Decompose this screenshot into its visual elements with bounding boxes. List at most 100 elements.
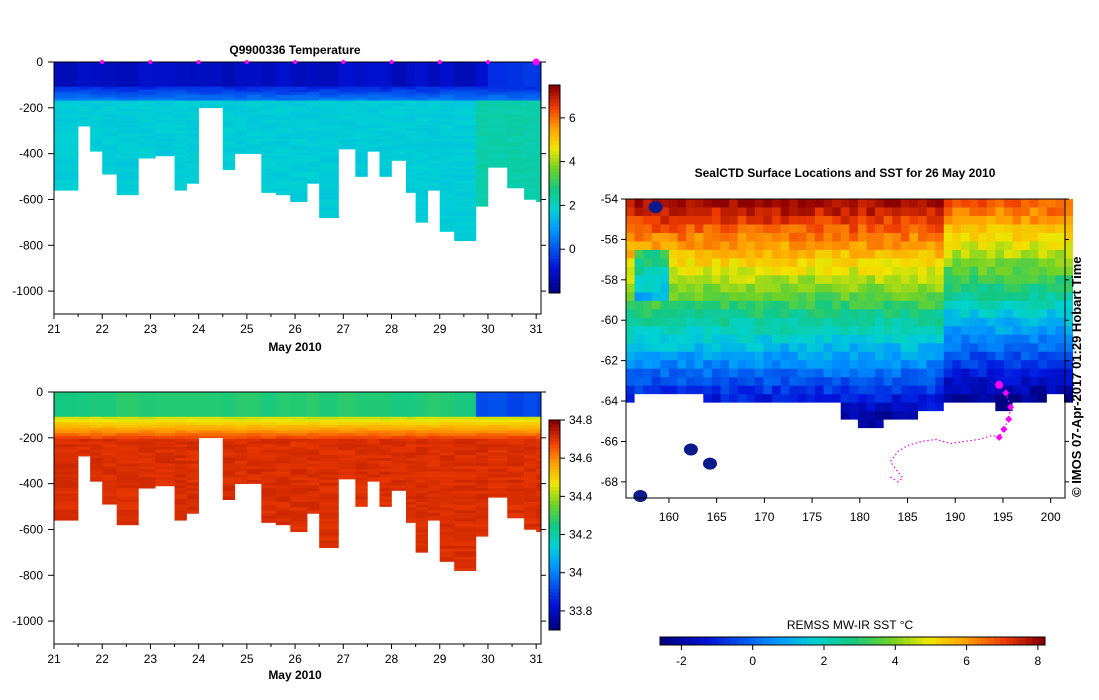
profile-cell <box>116 144 139 148</box>
colorbar-cell <box>549 486 560 491</box>
profile-cell <box>90 127 103 132</box>
profile-cell <box>138 122 156 126</box>
profile-cell <box>261 455 277 459</box>
colorbar-cell <box>549 570 560 575</box>
colorbar-cell <box>549 116 560 121</box>
sst-cell <box>857 249 867 259</box>
profile-cell <box>116 105 139 110</box>
profile-cell <box>90 141 103 145</box>
profile-cell <box>439 435 455 440</box>
profile-cell <box>524 457 537 462</box>
profile-cell <box>116 83 139 88</box>
profile-cell <box>186 122 199 126</box>
sst-cell <box>866 402 876 412</box>
sst-cell <box>892 411 902 421</box>
profile-cell <box>379 416 392 420</box>
sst-cell <box>686 292 696 302</box>
profile-cell <box>319 92 339 96</box>
sst-cell <box>686 275 696 285</box>
sst-cell <box>806 453 816 463</box>
profile-cell <box>275 152 291 156</box>
profile-cell <box>116 111 139 115</box>
sst-cell <box>883 453 893 463</box>
profile-cell <box>222 70 236 74</box>
sst-cell <box>875 266 885 276</box>
profile-cell <box>246 94 262 99</box>
profile-cell <box>222 160 236 165</box>
sst-cell <box>694 266 704 276</box>
profile-cell <box>116 446 139 451</box>
profile-cell <box>439 144 455 148</box>
profile-cell <box>102 419 117 423</box>
profile-cell <box>338 136 356 140</box>
profile-cell <box>222 433 236 437</box>
profile-cell <box>391 147 407 151</box>
profile-cell <box>174 78 187 82</box>
sst-cell <box>909 436 919 446</box>
sst-cell <box>823 470 833 480</box>
sst-cell <box>634 394 644 404</box>
profile-cell <box>246 130 262 134</box>
profile-cell <box>138 427 156 431</box>
profile-cell <box>102 83 117 88</box>
colorbar-cell <box>549 192 560 197</box>
profile-cell <box>234 422 248 426</box>
profile-cell <box>454 419 477 423</box>
profile-cell <box>338 411 356 415</box>
profile-cell <box>174 171 187 176</box>
profile-cell <box>475 147 489 151</box>
profile-cell <box>427 119 441 123</box>
sst-cell <box>780 292 790 302</box>
sst-cell <box>875 275 885 285</box>
sst-cell <box>737 224 747 234</box>
sst-cell <box>626 453 635 463</box>
profile-cell <box>290 163 308 167</box>
profile-cell <box>155 78 175 82</box>
sst-cell <box>634 368 644 378</box>
sst-cell <box>926 275 936 285</box>
profile-cell <box>405 180 416 184</box>
profile-cell <box>536 97 542 101</box>
profile-cell <box>290 177 308 181</box>
sst-cell <box>1029 232 1039 242</box>
profile-cell <box>246 147 262 151</box>
profile-cell <box>222 455 236 459</box>
profile-cell <box>54 400 79 404</box>
sst-cell <box>763 266 773 276</box>
profile-cell <box>319 534 339 539</box>
profile-cell <box>54 138 79 143</box>
sst-cell <box>900 199 910 208</box>
profile-cell <box>102 160 117 165</box>
profile-cell <box>405 510 416 514</box>
sst-cell <box>1029 411 1039 421</box>
profile-cell <box>174 83 187 88</box>
profile-cell <box>222 89 236 93</box>
profile-cell <box>367 78 380 82</box>
sst-cell <box>746 199 756 208</box>
sst-cell <box>1012 241 1022 251</box>
profile-cell <box>536 114 542 118</box>
sst-cell <box>814 343 824 353</box>
profile-cell <box>290 196 308 200</box>
profile-cell <box>90 119 103 123</box>
sst-cell <box>849 215 859 225</box>
sst-cell <box>797 385 807 395</box>
sst-cell <box>1029 394 1039 404</box>
profile-cell <box>391 78 407 82</box>
profile-cell <box>102 138 117 143</box>
colorbar-cell <box>549 275 560 280</box>
profile-cell <box>355 122 368 126</box>
sst-cell <box>626 368 635 378</box>
profile-cell <box>507 116 525 121</box>
profile-cell <box>379 402 392 407</box>
profile-cell <box>405 116 416 121</box>
profile-cell <box>246 441 262 445</box>
sst-cell <box>651 232 661 242</box>
sst-cell <box>892 368 902 378</box>
sst-cell <box>900 377 910 387</box>
sst-cell <box>926 241 936 251</box>
sst-cell <box>1064 258 1074 268</box>
sst-cell <box>1029 266 1039 276</box>
profile-cell <box>415 210 428 214</box>
profile-cell <box>427 75 441 79</box>
